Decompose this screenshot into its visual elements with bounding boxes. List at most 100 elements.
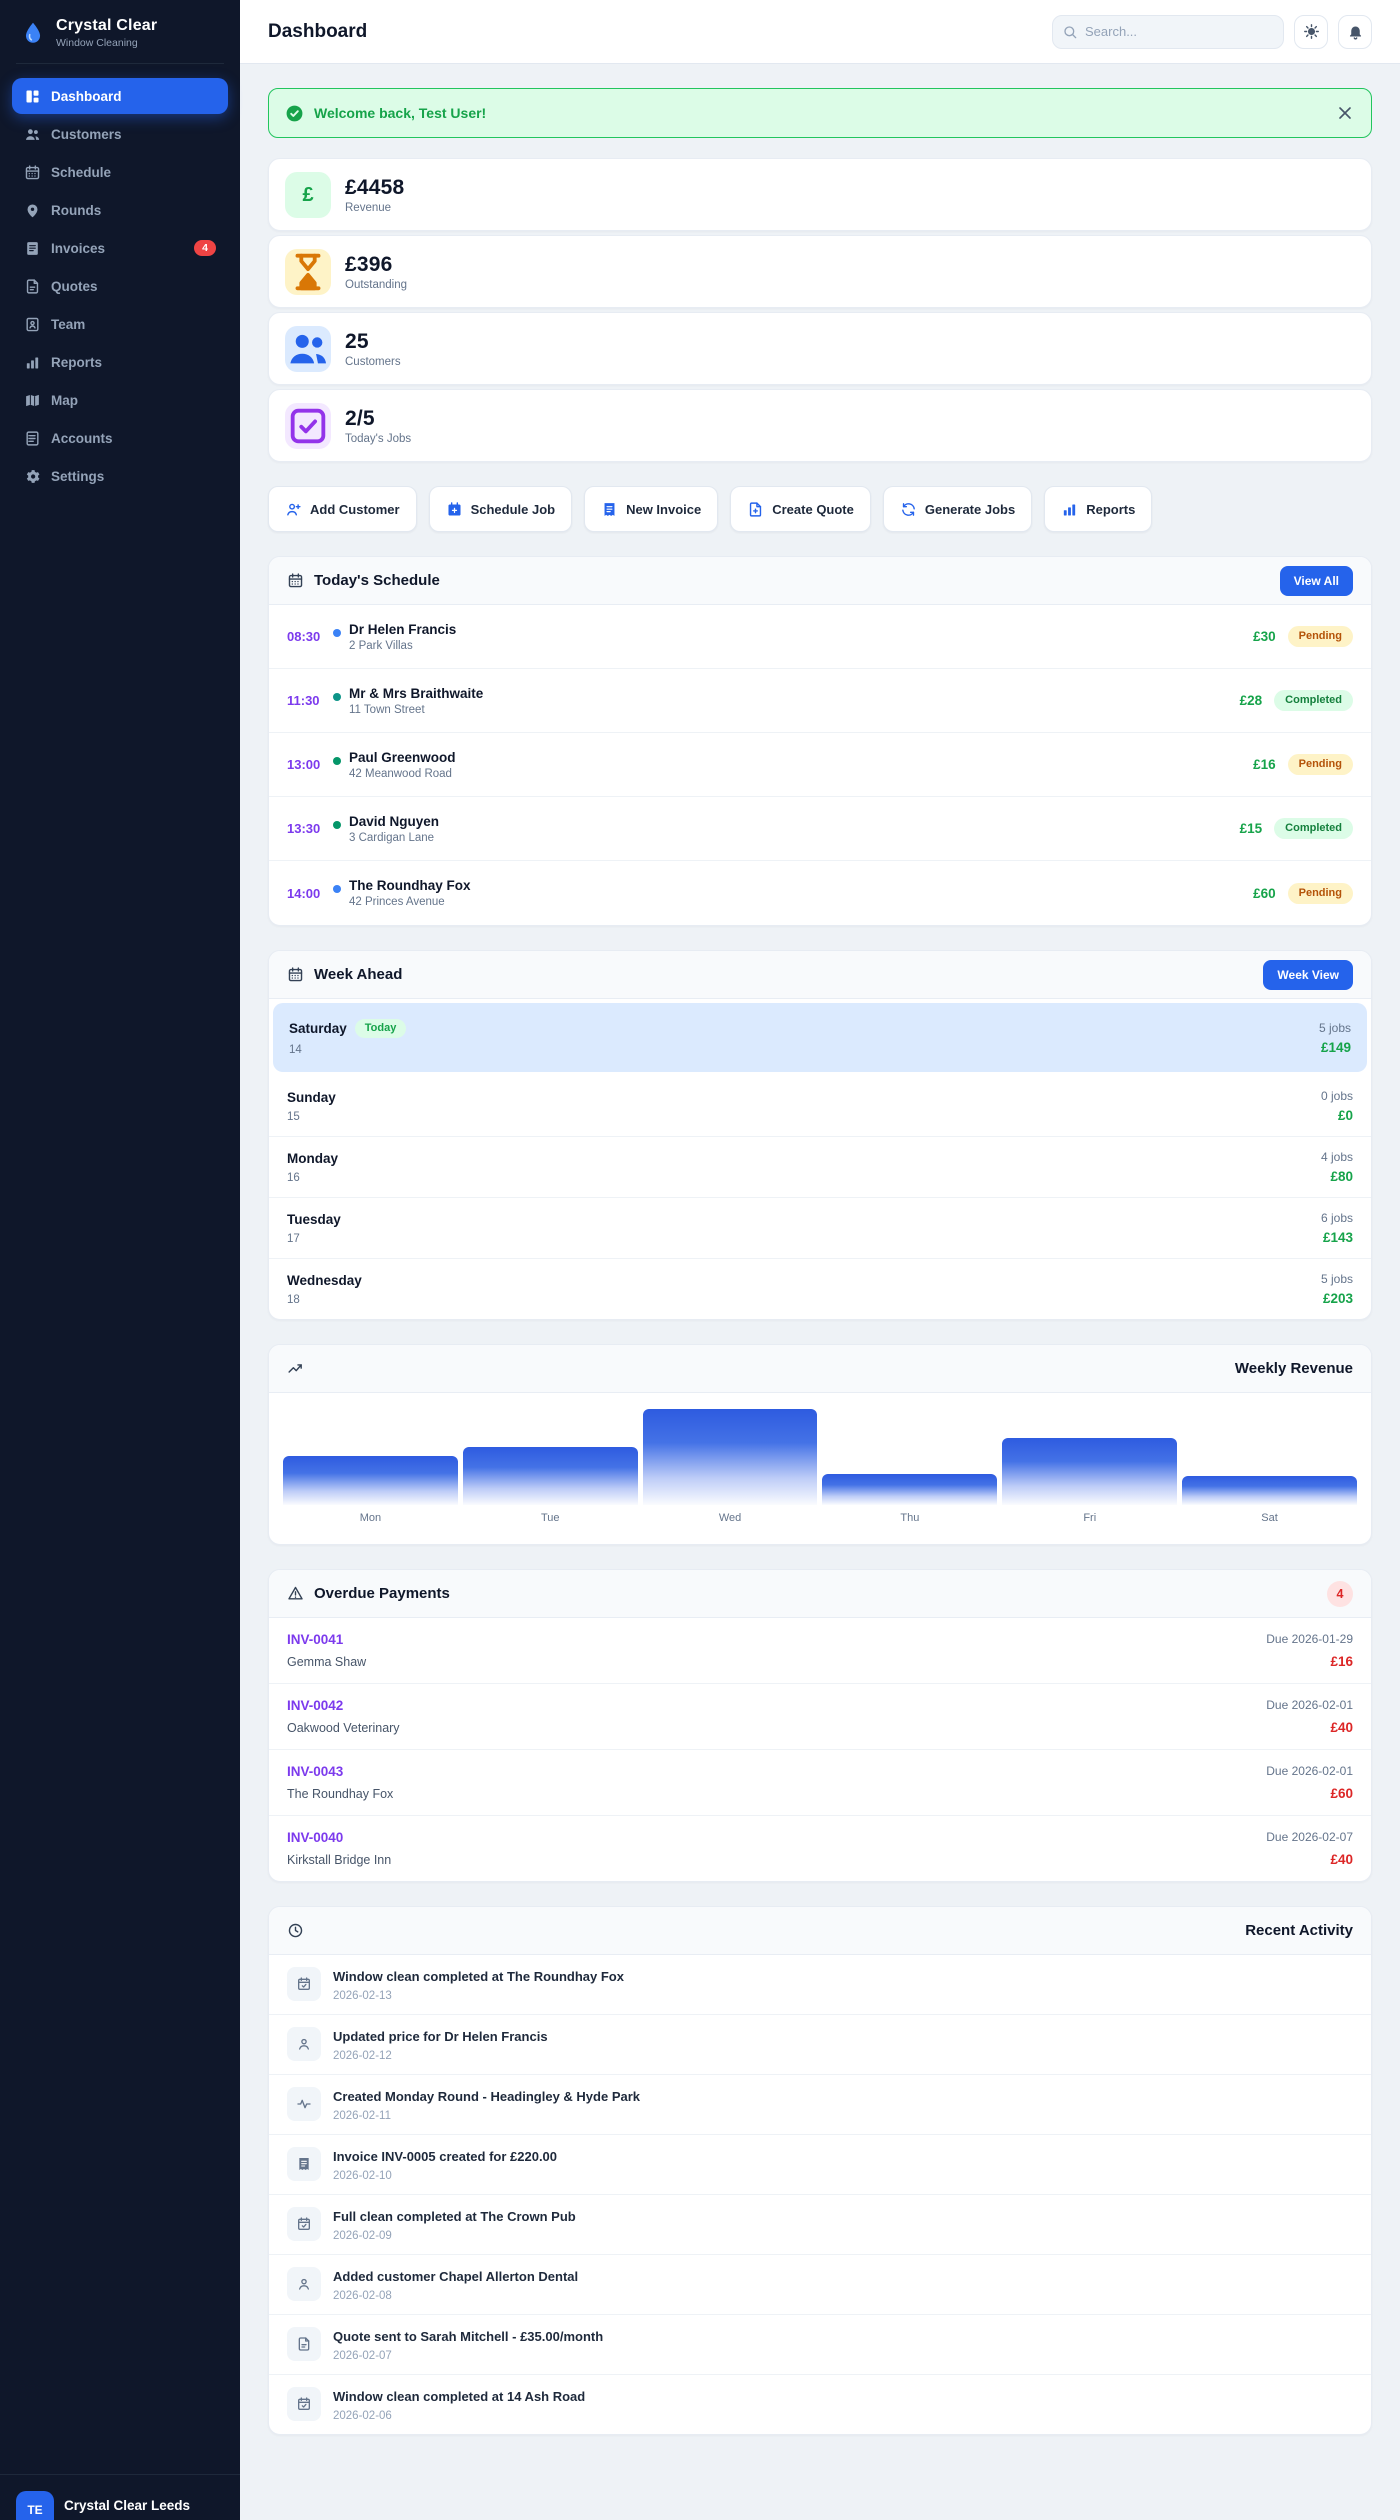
week-day-amount: £143	[1322, 1230, 1353, 1245]
schedule-job-row[interactable]: 13:00 Paul Greenwood 42 Meanwood Road £1…	[269, 733, 1371, 797]
calendar-check-icon	[287, 1967, 321, 2001]
app-title: Crystal Clear	[56, 17, 158, 34]
week-day-name: Monday	[287, 1150, 339, 1166]
invoice-id: INV-0040	[287, 1830, 344, 1845]
job-time: 14:00	[287, 885, 321, 901]
sidebar-item[interactable]: Accounts	[12, 420, 228, 456]
invoice-id: INV-0043	[287, 1764, 344, 1779]
sidebar-nav: Dashboard Customers Schedule Rounds Invo…	[0, 64, 240, 508]
users-icon	[24, 126, 41, 143]
overdue-invoice-row[interactable]: INV-0043 The Roundhay Fox Due 2026-02-01…	[269, 1750, 1371, 1816]
week-view-button[interactable]: Week View	[1263, 959, 1353, 990]
overdue-invoice-row[interactable]: INV-0042 Oakwood Veterinary Due 2026-02-…	[269, 1684, 1371, 1750]
quick-action-button[interactable]: Add Customer	[268, 486, 417, 532]
topbar: Dashboard	[240, 0, 1400, 64]
dashboard-icon	[24, 88, 41, 105]
job-customer-name: David Nguyen	[349, 813, 440, 829]
job-status-dot	[333, 629, 341, 637]
sidebar-item[interactable]: Invoices 4	[12, 230, 228, 266]
quick-action-button[interactable]: Reports	[1044, 486, 1153, 532]
revenue-bar-label: Wed	[718, 1512, 742, 1524]
quick-action-button[interactable]: Generate Jobs	[882, 486, 1033, 532]
sidebar-item[interactable]: Customers	[12, 116, 228, 152]
stat-value: £396	[345, 252, 393, 276]
week-day-row[interactable]: Wednesday 18 5 jobs £203	[269, 1259, 1371, 1319]
schedule-job-row[interactable]: 08:30 Dr Helen Francis 2 Park Villas £30…	[269, 605, 1371, 669]
sidebar-item[interactable]: Schedule	[12, 154, 228, 190]
theme-toggle-button[interactable]	[1294, 14, 1328, 49]
revenue-bar-label: Thu	[900, 1512, 920, 1524]
job-address: 2 Park Villas	[349, 639, 413, 652]
sidebar-item[interactable]: Team	[12, 306, 228, 342]
week-day-amount: £80	[1330, 1169, 1353, 1184]
week-day-row[interactable]: Sunday 15 0 jobs £0	[269, 1076, 1371, 1137]
sidebar-item-label: Quotes	[51, 278, 98, 294]
quick-action-label: Reports	[1086, 501, 1136, 517]
invoice-customer: The Roundhay Fox	[287, 1787, 394, 1801]
view-all-button[interactable]: View All	[1279, 565, 1353, 596]
job-status-dot	[333, 821, 341, 829]
job-time: 13:30	[287, 821, 321, 836]
sidebar-item[interactable]: Rounds	[12, 192, 228, 228]
activity-text: Quote sent to Sarah Mitchell - £35.00/mo…	[333, 2329, 604, 2344]
sun-icon	[1303, 23, 1320, 40]
schedule-job-row[interactable]: 13:30 David Nguyen 3 Cardigan Lane £15 C…	[269, 797, 1371, 861]
overdue-invoice-row[interactable]: INV-0041 Gemma Shaw Due 2026-01-29 £16	[269, 1618, 1371, 1684]
invoice-amount: £16	[1330, 1654, 1353, 1669]
revenue-bar-column: Thu	[822, 1409, 998, 1540]
week-day-row[interactable]: Monday 16 4 jobs £80	[269, 1137, 1371, 1198]
close-icon[interactable]	[1335, 103, 1355, 123]
sidebar-item[interactable]: Map	[12, 382, 228, 418]
calendar-icon	[287, 966, 304, 983]
sidebar-item[interactable]: Reports	[12, 344, 228, 380]
quick-action-button[interactable]: Create Quote	[730, 486, 871, 532]
search-icon	[1062, 24, 1078, 40]
week-ahead-header: Week Ahead Week View	[269, 951, 1371, 999]
overdue-invoices-list: INV-0041 Gemma Shaw Due 2026-01-29 £16 I…	[269, 1618, 1371, 1881]
receipt-icon	[601, 501, 618, 518]
recent-activity-header: Recent Activity	[269, 1907, 1371, 1955]
sidebar-item[interactable]: Quotes	[12, 268, 228, 304]
sidebar-user-section[interactable]: TE Crystal Clear Leeds	[0, 2474, 240, 2520]
activity-text: Full clean completed at The Crown Pub	[333, 2209, 576, 2224]
invoice-customer: Oakwood Veterinary	[287, 1721, 400, 1735]
stat-card: 25 Customers	[268, 312, 1372, 385]
week-day-jobs: 5 jobs	[1318, 1020, 1351, 1035]
week-day-amount: £203	[1322, 1291, 1353, 1306]
sidebar-item-label: Rounds	[51, 202, 102, 218]
job-time: 08:30	[287, 629, 321, 644]
week-day-date: 17	[287, 1232, 300, 1245]
activity-text: Invoice INV-0005 created for £220.00	[333, 2149, 558, 2164]
sidebar-item-label: Accounts	[51, 430, 113, 446]
quote-icon	[287, 2327, 321, 2361]
overdue-count-badge: 4	[1327, 1580, 1353, 1607]
stat-card: 2/5 Today's Jobs	[268, 389, 1372, 462]
week-day-row[interactable]: Saturday Today 14 5 jobs £149	[273, 1003, 1367, 1072]
job-address: 3 Cardigan Lane	[349, 831, 435, 844]
droplet-logo-icon	[20, 20, 46, 46]
sidebar-item[interactable]: Dashboard	[12, 78, 228, 114]
invoice-customer: Kirkstall Bridge Inn	[287, 1853, 392, 1867]
quick-action-button[interactable]: New Invoice	[584, 486, 719, 532]
week-day-row[interactable]: Tuesday 17 6 jobs £143	[269, 1198, 1371, 1259]
week-day-name: Sunday	[287, 1089, 336, 1105]
revenue-bar	[1002, 1437, 1178, 1505]
notifications-button[interactable]	[1338, 14, 1372, 49]
activity-row: Invoice INV-0005 created for £220.00 202…	[269, 2135, 1371, 2195]
activity-date: 2026-02-09	[333, 2230, 392, 2242]
pulse-icon	[287, 2087, 321, 2121]
hourglass-icon	[285, 248, 331, 295]
schedule-job-row[interactable]: 14:00 The Roundhay Fox 42 Princes Avenue…	[269, 861, 1371, 925]
user-icon	[287, 2027, 321, 2061]
calendar-icon	[287, 572, 304, 589]
overdue-invoice-row[interactable]: INV-0040 Kirkstall Bridge Inn Due 2026-0…	[269, 1816, 1371, 1881]
pin-icon	[24, 202, 41, 219]
schedule-job-row[interactable]: 11:30 Mr & Mrs Braithwaite 11 Town Stree…	[269, 669, 1371, 733]
quick-action-label: Schedule Job	[470, 501, 556, 517]
week-day-date: 16	[287, 1171, 300, 1184]
weekly-revenue-card: Weekly Revenue Mon Tue Wed Thu Fri Sat	[268, 1344, 1372, 1545]
quick-action-button[interactable]: Schedule Job	[428, 486, 573, 532]
sidebar-item[interactable]: Settings	[12, 458, 228, 494]
user-avatar[interactable]: TE	[16, 2491, 54, 2520]
search-input[interactable]	[1052, 14, 1284, 49]
